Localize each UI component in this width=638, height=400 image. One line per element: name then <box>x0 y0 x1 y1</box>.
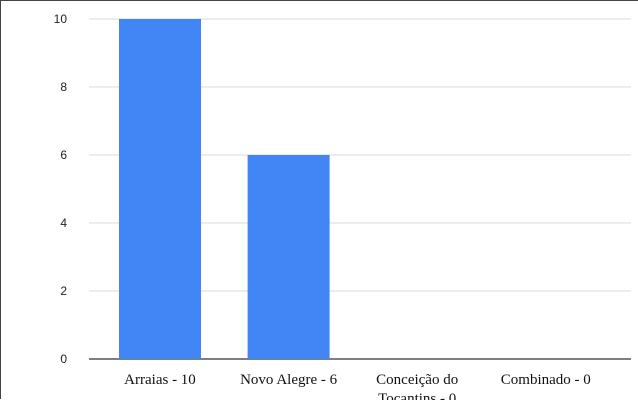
bar <box>247 155 330 359</box>
y-tick-label: 6 <box>60 148 67 162</box>
y-tick-label: 8 <box>60 80 67 94</box>
y-tick-label: 2 <box>60 284 67 298</box>
bar <box>119 19 201 359</box>
x-tick-label: Arraias - 10 <box>124 372 196 388</box>
x-tick-label: Conceição do Tocantins - 0 <box>376 372 458 400</box>
x-tick-label-line: Conceição do <box>376 372 458 388</box>
x-tick-label-line: Novo Alegre - 6 <box>240 372 338 388</box>
y-tick-label: 10 <box>54 12 68 26</box>
y-tick-label: 4 <box>60 216 67 230</box>
x-tick-label-line: Arraias - 10 <box>124 372 196 388</box>
x-tick-label: Combinado - 0 <box>501 372 591 388</box>
x-tick-label: Novo Alegre - 6 <box>240 372 338 388</box>
y-tick-label: 0 <box>60 352 67 366</box>
x-tick-label-line: Combinado - 0 <box>501 372 591 388</box>
x-tick-label-line: Tocantins - 0 <box>378 391 456 400</box>
